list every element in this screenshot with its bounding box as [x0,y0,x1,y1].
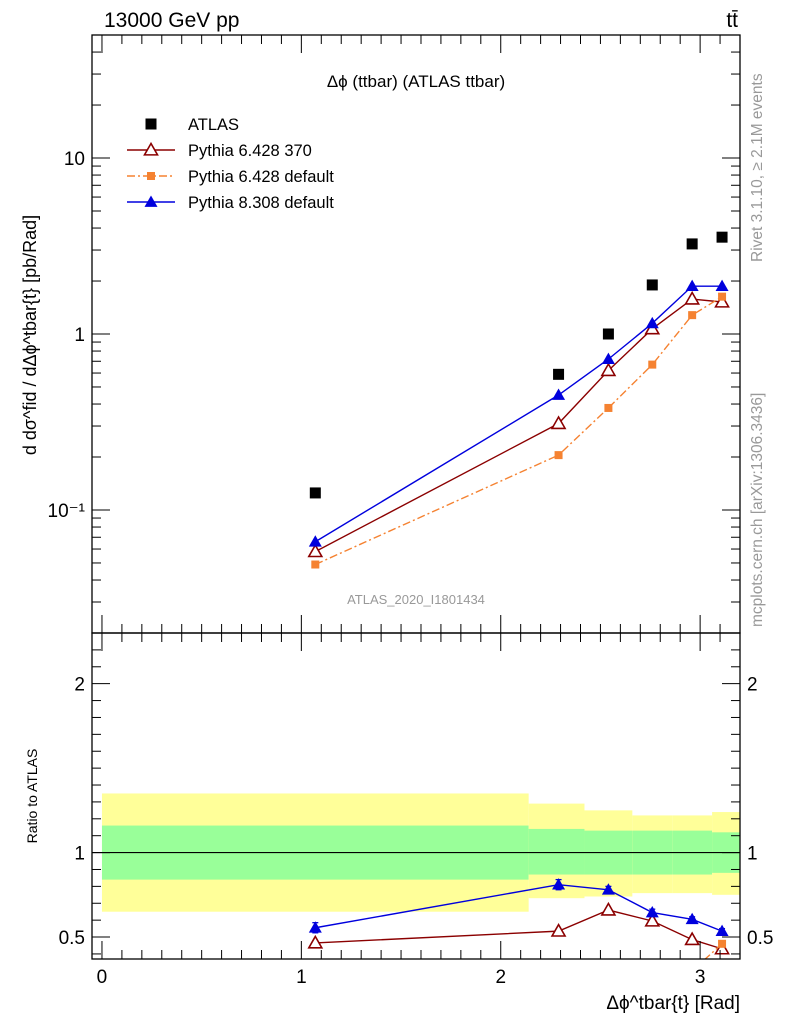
ratio-pythia-8-308-default-point [552,878,566,890]
main-pythia-6-428-370-point [714,293,730,308]
ratio-y-tick-label: 1 [74,844,85,865]
main-pythia-8-308-default-point [715,279,729,292]
ratio-y-tick-label: 2 [74,675,85,696]
main-y-tick-label: 1 [74,325,85,346]
ratio-pythia-6-428-370-point [644,912,661,927]
main-atlas-point [686,238,698,250]
main-pythia-6-428-default-point [688,311,697,320]
main-pythia-6-428-370-point [600,362,617,377]
main-pythia-6-428-default-point [311,560,320,569]
x-tick-label: 2 [495,967,506,988]
analysis-tag: ATLAS_2020_I1801434 [347,592,485,607]
ratio-frame [91,632,741,960]
ratio-pythia-8-308-default-point [685,912,699,925]
ratio-pythia-6-428-default-point [718,939,727,948]
ratio-y-tick-label-right: 2 [747,675,758,696]
ratio-pythia-8-308-default-point [308,921,322,933]
main-pythia-6-428-default-point [718,292,727,301]
x-tick-label: 0 [97,967,108,988]
legend: ATLAS Pythia 6.428 370 Pythia 6.428 defaul… [127,116,334,212]
main-pythia-6-428-default-line [315,296,723,566]
ratio-pythia-6-428-370-point [714,940,730,955]
legend-pythia-6-428-370-marker [143,141,159,156]
ratio-y-tick-label-right: 0.5 [747,928,773,949]
ratio-pythia-8-308-default-point [601,883,615,895]
ratio-axes: 0.5 0.5 1 1 2 2 0 1 2 3 [59,632,773,988]
ratio-pythia-6-428-370-point [307,934,324,949]
rivet-version-label: Rivet 3.1.10, ≥ 2.1M events [749,73,766,262]
main-pythia-6-428-370-point [684,290,701,305]
main-atlas-point [602,328,614,340]
main-pythia-6-428-370-point [550,415,567,430]
x-tick-label: 3 [695,967,706,988]
legend-pythia-6-428-default-marker [147,172,155,180]
legend-pythia-8-308-default-label: Pythia 8.308 default [188,194,334,212]
plot-title: Δϕ (ttbar) (ATLAS ttbar) [327,72,505,91]
ratio-pythia-6-428-default-line [704,943,723,959]
ratio-inner-band [528,828,585,875]
main-pythia-6-428-default-point [648,360,657,369]
main-y-tick-label: 10⁻¹ [48,501,86,522]
legend-pythia-6-428-default-label: Pythia 6.428 default [188,168,334,186]
main-atlas-point [553,368,565,380]
ratio-panel: 0.5 0.5 1 1 2 2 0 1 2 3 Ratio to ATLAS Δϕ^tbar{t}… [24,632,773,1014]
main-data-layer [307,231,730,569]
ratio-pythia-6-428-370-point [600,901,617,916]
ratio-y-axis-label: Ratio to ATLAS [24,749,40,844]
process-label: tt̄ [726,9,738,32]
ratio-pythia-8-308-default-point [645,906,659,918]
ratio-y-tick-label-right: 1 [747,844,758,865]
y-axis-label: d dσ^fid / dΔϕ^tbar{t} [pb/Rad] [20,215,40,455]
ratio-y-tick-label: 0.5 [59,928,85,949]
main-atlas-point [716,231,728,243]
ratio-pythia-6-428-370-point [684,931,701,946]
main-atlas-point [309,487,321,499]
energy-label: 13000 GeV pp [104,9,239,32]
main-pythia-8-308-default-point [645,316,659,329]
ratio-pythia-6-428-370-line [315,909,723,950]
main-panel: 10⁻¹ 1 10 Δϕ (ttbar) (ATLAS ttbar) ATLAS_2… [20,34,741,634]
main-pythia-8-308-default-line [314,285,723,543]
main-pythia-8-308-default-point [308,535,322,547]
ratio-pythia-8-308-default-point [715,924,729,937]
main-pythia-6-428-370-line [314,298,723,553]
main-pythia-8-308-default-point [601,352,615,364]
ratio-pythia-6-428-370-point [550,923,567,937]
x-tick-label: 1 [296,967,307,988]
legend-pythia-8-308-default-marker [144,195,158,207]
main-pythia-8-308-default-point [552,388,566,400]
legend-atlas-label: ATLAS [188,116,239,134]
ratio-data-layer [92,793,740,959]
main-pythia-8-308-default-point [685,279,699,292]
legend-pythia-6-428-370-label: Pythia 6.428 370 [188,142,312,160]
main-pythia-6-428-370-point [307,543,324,558]
main-pythia-6-428-default-point [554,451,563,460]
x-axis-label: Δϕ^tbar{t} [Rad] [606,993,740,1014]
legend-atlas-marker [145,118,157,130]
main-y-tick-label: 10 [64,149,85,170]
source-label: mcplots.cern.ch [arXiv:1306.3436] [749,393,766,627]
main-atlas-point [646,279,658,291]
ratio-pythia-8-308-default-line [315,883,723,932]
main-pythia-6-428-default-point [604,403,613,412]
